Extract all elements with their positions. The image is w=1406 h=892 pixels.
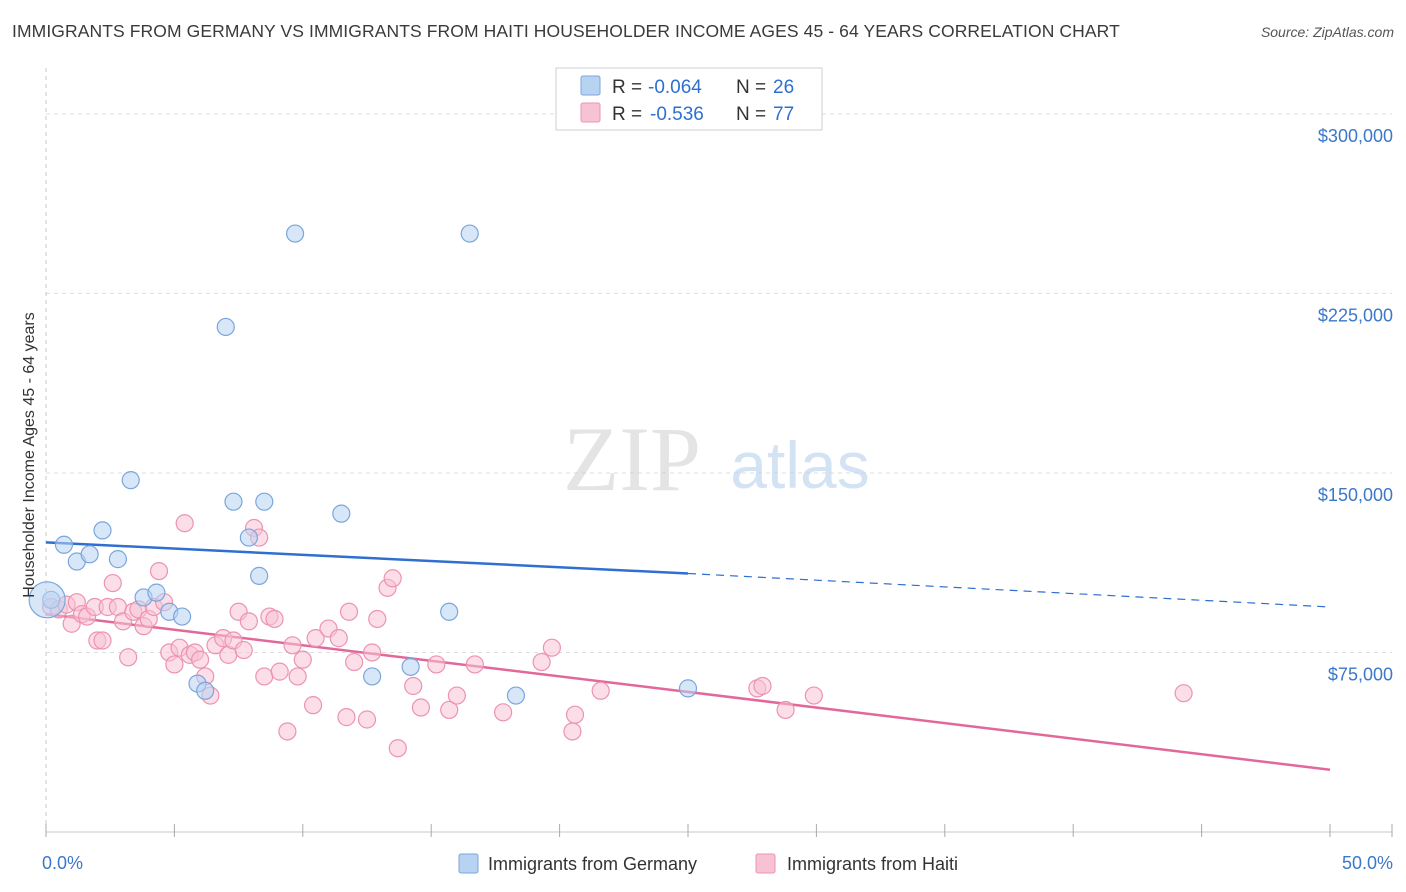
haiti-point-45 — [283, 636, 302, 655]
germany-point-24 — [506, 686, 526, 705]
y-tick-label-2: $225,000 — [1318, 305, 1393, 325]
germany-point-8 — [147, 583, 166, 602]
haiti-point-9 — [93, 631, 112, 650]
germany-point-19 — [332, 504, 351, 523]
germany-point-13 — [216, 317, 235, 337]
haiti-point-70 — [563, 722, 582, 741]
stats-haiti-swatch — [580, 102, 601, 123]
haiti-point-69 — [542, 638, 561, 657]
points-layer — [28, 224, 1193, 758]
haiti-point-40 — [255, 667, 274, 686]
haiti-point-14 — [119, 648, 138, 667]
haiti-point-60 — [388, 739, 407, 758]
germany-point-22 — [440, 602, 459, 621]
haiti-point-51 — [329, 629, 348, 648]
germany-point-1 — [54, 535, 74, 554]
haiti-point-48 — [303, 696, 323, 715]
germany-point-10 — [173, 607, 192, 626]
haiti-point-43 — [270, 662, 289, 681]
haiti-point-11 — [103, 573, 122, 593]
haiti-point-67 — [494, 703, 513, 722]
germany-point-21 — [401, 657, 420, 676]
grid-layer — [45, 68, 1392, 832]
haiti-point-77 — [1174, 684, 1193, 703]
haiti-point-66 — [465, 655, 484, 674]
haiti-point-56 — [363, 643, 382, 662]
germany-point-3 — [80, 545, 99, 564]
haiti-point-57 — [368, 609, 387, 629]
x-tick-label-1: 50.0% — [1342, 853, 1393, 873]
haiti-point-46 — [288, 667, 307, 686]
haiti-point-61 — [404, 676, 423, 696]
germany-point-14 — [224, 492, 243, 511]
haiti-point-62 — [411, 698, 431, 717]
stats-germany-r-label: R = — [612, 77, 642, 98]
haiti-point-36 — [234, 640, 253, 660]
stats-haiti-r-label: R = — [612, 104, 642, 125]
haiti-point-49 — [306, 629, 325, 648]
watermark: ZIP atlas — [563, 408, 870, 510]
stats-haiti-n-label: N = — [736, 104, 766, 125]
germany-point-16 — [250, 566, 269, 585]
legend-haiti-label: Immigrants from Haiti — [787, 854, 958, 874]
germany-large-point — [28, 581, 66, 619]
haiti-point-23 — [165, 655, 184, 674]
haiti-point-20 — [149, 561, 169, 581]
haiti-point-74 — [753, 676, 772, 696]
stats-germany-n-label: N = — [736, 77, 766, 98]
source-label: Source: ZipAtlas.com — [1260, 24, 1394, 40]
haiti-point-52 — [337, 708, 356, 727]
watermark-zip: ZIP — [563, 408, 701, 510]
germany-trend-line — [45, 541, 689, 575]
germany-point-20 — [363, 667, 382, 686]
watermark-atlas: atlas — [730, 428, 869, 502]
stats-legend: R = -0.064 N = 26 R = -0.536 N = 77 — [555, 67, 823, 131]
germany-point-15 — [239, 528, 258, 547]
y-tick-label-3: $300,000 — [1318, 126, 1393, 146]
stats-germany-n-value: 26 — [773, 77, 794, 98]
germany-point-18 — [285, 224, 305, 243]
haiti-point-47 — [293, 650, 312, 669]
chart-title: IMMIGRANTS FROM GERMANY VS IMMIGRANTS FR… — [12, 21, 1120, 41]
haiti-point-25 — [175, 514, 194, 533]
legend-haiti-swatch — [755, 853, 776, 874]
stats-germany-swatch — [580, 75, 601, 96]
haiti-point-65 — [447, 686, 466, 705]
haiti-point-75 — [776, 700, 795, 720]
haiti-point-37 — [239, 612, 258, 631]
haiti-point-71 — [565, 705, 585, 724]
germany-trend-extension — [687, 572, 1331, 608]
haiti-point-68 — [532, 652, 551, 672]
y-tick-label-0: $75,000 — [1328, 664, 1393, 684]
axis-layer: $75,000 $150,000 $225,000 $300,000 0.0% 50.0% — [42, 126, 1393, 873]
legend-germany-swatch — [458, 853, 479, 874]
haiti-point-72 — [591, 681, 610, 700]
legend-germany-label: Immigrants from Germany — [488, 854, 697, 874]
haiti-point-59 — [383, 569, 402, 588]
germany-point-25 — [678, 679, 698, 698]
germany-point-4 — [93, 521, 112, 540]
stats-germany-r-value: -0.064 — [648, 77, 702, 98]
haiti-point-76 — [804, 686, 823, 705]
haiti-point-28 — [190, 650, 210, 669]
haiti-point-42 — [265, 609, 284, 629]
haiti-point-53 — [339, 602, 359, 621]
germany-point-17 — [255, 492, 274, 511]
stats-haiti-n-value: 77 — [773, 104, 794, 125]
germany-point-12 — [196, 681, 215, 700]
germany-point-5 — [108, 550, 128, 569]
haiti-point-64 — [440, 700, 459, 720]
haiti-point-54 — [345, 652, 364, 672]
haiti-point-44 — [278, 722, 297, 741]
y-tick-label-1: $150,000 — [1318, 485, 1393, 505]
haiti-point-63 — [427, 655, 446, 674]
x-tick-label-0: 0.0% — [42, 853, 83, 873]
stats-haiti-r-value: -0.536 — [650, 104, 704, 125]
haiti-point-55 — [357, 710, 377, 729]
series-legend: Immigrants from Germany Immigrants from … — [458, 853, 958, 874]
germany-point-6 — [121, 471, 140, 490]
y-axis-label: Householder Income Ages 45 - 64 years — [21, 312, 38, 598]
germany-point-23 — [460, 224, 479, 243]
